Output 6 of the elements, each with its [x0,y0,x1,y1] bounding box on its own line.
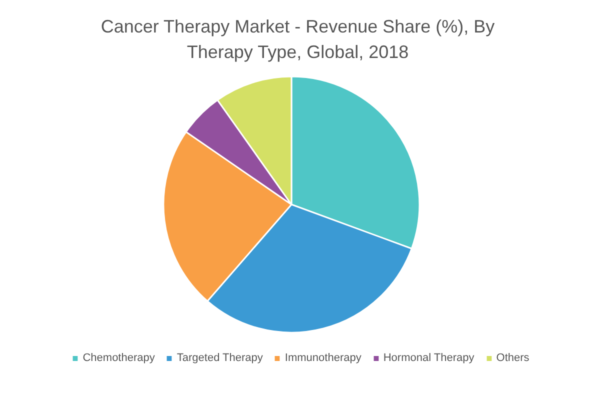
legend-label: Chemotherapy [82,352,155,364]
chart-title: Cancer Therapy Market - Revenue Share (%), By Therapy Type, Global, 2018 [100,16,495,62]
legend-label: Others [496,352,530,364]
legend-label: Immunotherapy [284,352,362,364]
legend-label: Targeted Therapy [176,352,263,364]
legend-label: Hormonal Therapy [383,352,474,364]
